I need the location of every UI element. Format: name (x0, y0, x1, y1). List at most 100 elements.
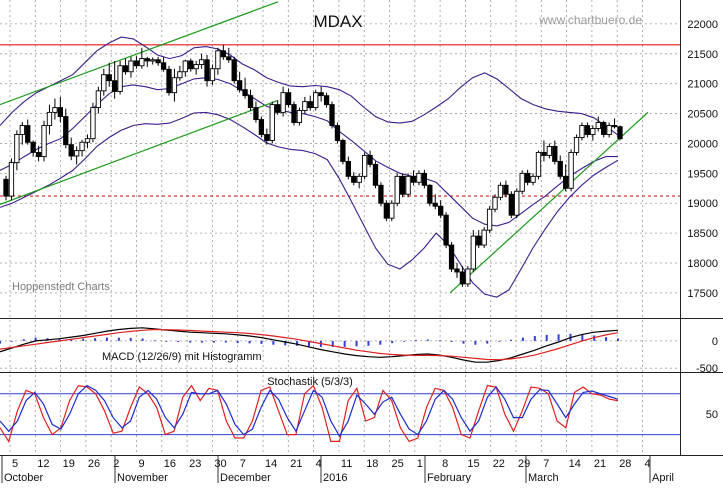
candle-body (19, 125, 25, 135)
candle-body (264, 134, 270, 141)
candle-body (95, 90, 102, 109)
candle-body (334, 125, 341, 141)
candle-body (269, 104, 275, 141)
candle-body (601, 122, 607, 135)
candle-body (552, 145, 558, 162)
candle-body (258, 119, 265, 135)
x-tick-label-month: March (528, 472, 559, 483)
candle-body (101, 74, 107, 92)
macd-histogram-bar (58, 338, 61, 341)
macd-histogram-bar (462, 340, 465, 344)
candle-body (3, 178, 9, 197)
x-tick-label-day: 19 (63, 458, 75, 470)
candle-body (421, 172, 428, 186)
macd-histogram-bar (331, 340, 334, 347)
macd-histogram-bar (617, 338, 619, 341)
candle-body (329, 104, 335, 126)
candle-body (438, 205, 444, 216)
macd-histogram-bar (189, 340, 192, 343)
candle-body (470, 235, 476, 270)
candle-body (182, 60, 188, 73)
x-tick-label-day: 21 (290, 458, 302, 470)
macd-histogram-bar (117, 337, 120, 341)
candle-body (405, 175, 411, 195)
candle-body (313, 92, 319, 109)
candle-body (84, 138, 91, 143)
macd-histogram-bar (557, 334, 560, 341)
candle-body (302, 101, 308, 112)
candle-body (443, 214, 449, 246)
candle-body (394, 175, 400, 204)
candle-body (351, 175, 357, 183)
candle-body (323, 95, 330, 106)
x-tick-label-month: November (117, 472, 168, 483)
y-tick-label-price: 17500 (687, 288, 718, 300)
candle-body (356, 175, 362, 183)
macd-histogram-bar (153, 340, 156, 342)
candle-body (291, 104, 297, 123)
macd-histogram-bar (260, 340, 263, 344)
x-tick-label-day: 5 (12, 458, 18, 470)
y-tick-label-macd: -500 (696, 363, 718, 375)
candle-body (296, 110, 303, 123)
candle-body (52, 107, 58, 113)
candle-body (198, 59, 205, 66)
macd-histogram-bar (379, 340, 382, 345)
candle-body (166, 68, 172, 94)
candle-body (280, 92, 286, 113)
candle-body (595, 122, 601, 129)
candle-body (63, 116, 69, 146)
x-tick-label-day: 14 (265, 458, 277, 470)
candle-body (247, 95, 254, 109)
x-tick-label-day: 9 (139, 458, 145, 470)
macd-histogram-bar (94, 338, 97, 341)
x-tick-label-day: 7 (543, 458, 549, 470)
macd-histogram-bar (284, 340, 287, 346)
candle-body (73, 150, 80, 157)
x-tick-label-day: 14 (569, 458, 581, 470)
macd-title: MACD (12/26/9) mit Histogramm (102, 351, 262, 363)
candle-body (340, 140, 346, 162)
macd-histogram-bar (438, 340, 441, 342)
candle-body (476, 235, 482, 246)
macd-histogram-bar (177, 340, 180, 342)
candle-body (448, 244, 455, 270)
candle-body (372, 163, 379, 186)
candle-body (557, 160, 563, 177)
macd-histogram-bar (403, 340, 406, 342)
macd-histogram-bar (201, 340, 204, 343)
candle-body (307, 101, 313, 109)
candle-body (14, 134, 20, 164)
x-tick-label-day: 16 (164, 458, 176, 470)
x-tick-label-month: April (652, 472, 674, 483)
y-tick-label-price: 19000 (687, 198, 718, 210)
x-tick-label-day: 28 (619, 458, 631, 470)
x-tick-label-day: 29 (518, 458, 530, 470)
macd-histogram-bar (129, 337, 132, 341)
y-tick-label-price: 20000 (687, 138, 718, 150)
y-tick-label-price: 18000 (687, 258, 718, 270)
macd-histogram-bar (236, 340, 239, 344)
candle-body (90, 107, 96, 140)
candle-body (606, 125, 612, 135)
candle-body (133, 60, 140, 67)
candle-body (155, 59, 161, 64)
x-tick-label-month: October (4, 472, 43, 483)
candle-body (454, 268, 460, 273)
y-tick-label-stochastic: 50 (706, 409, 718, 421)
macd-histogram-bar (308, 340, 310, 347)
candle-body (285, 92, 292, 106)
candle-body (150, 59, 156, 62)
candle-body (236, 80, 243, 91)
candle-body (8, 162, 15, 197)
stochastic-series-pct-d (0, 384, 619, 438)
watermark: www.chartbuero.de (538, 13, 642, 27)
stochastic-title: Stochastik (5/3/3) (267, 376, 353, 388)
candle-body (573, 137, 580, 153)
macd-histogram-bar (248, 340, 251, 344)
macd-histogram-bar (605, 337, 608, 341)
candle-body (410, 175, 417, 183)
x-tick-label-day: 26 (88, 458, 100, 470)
